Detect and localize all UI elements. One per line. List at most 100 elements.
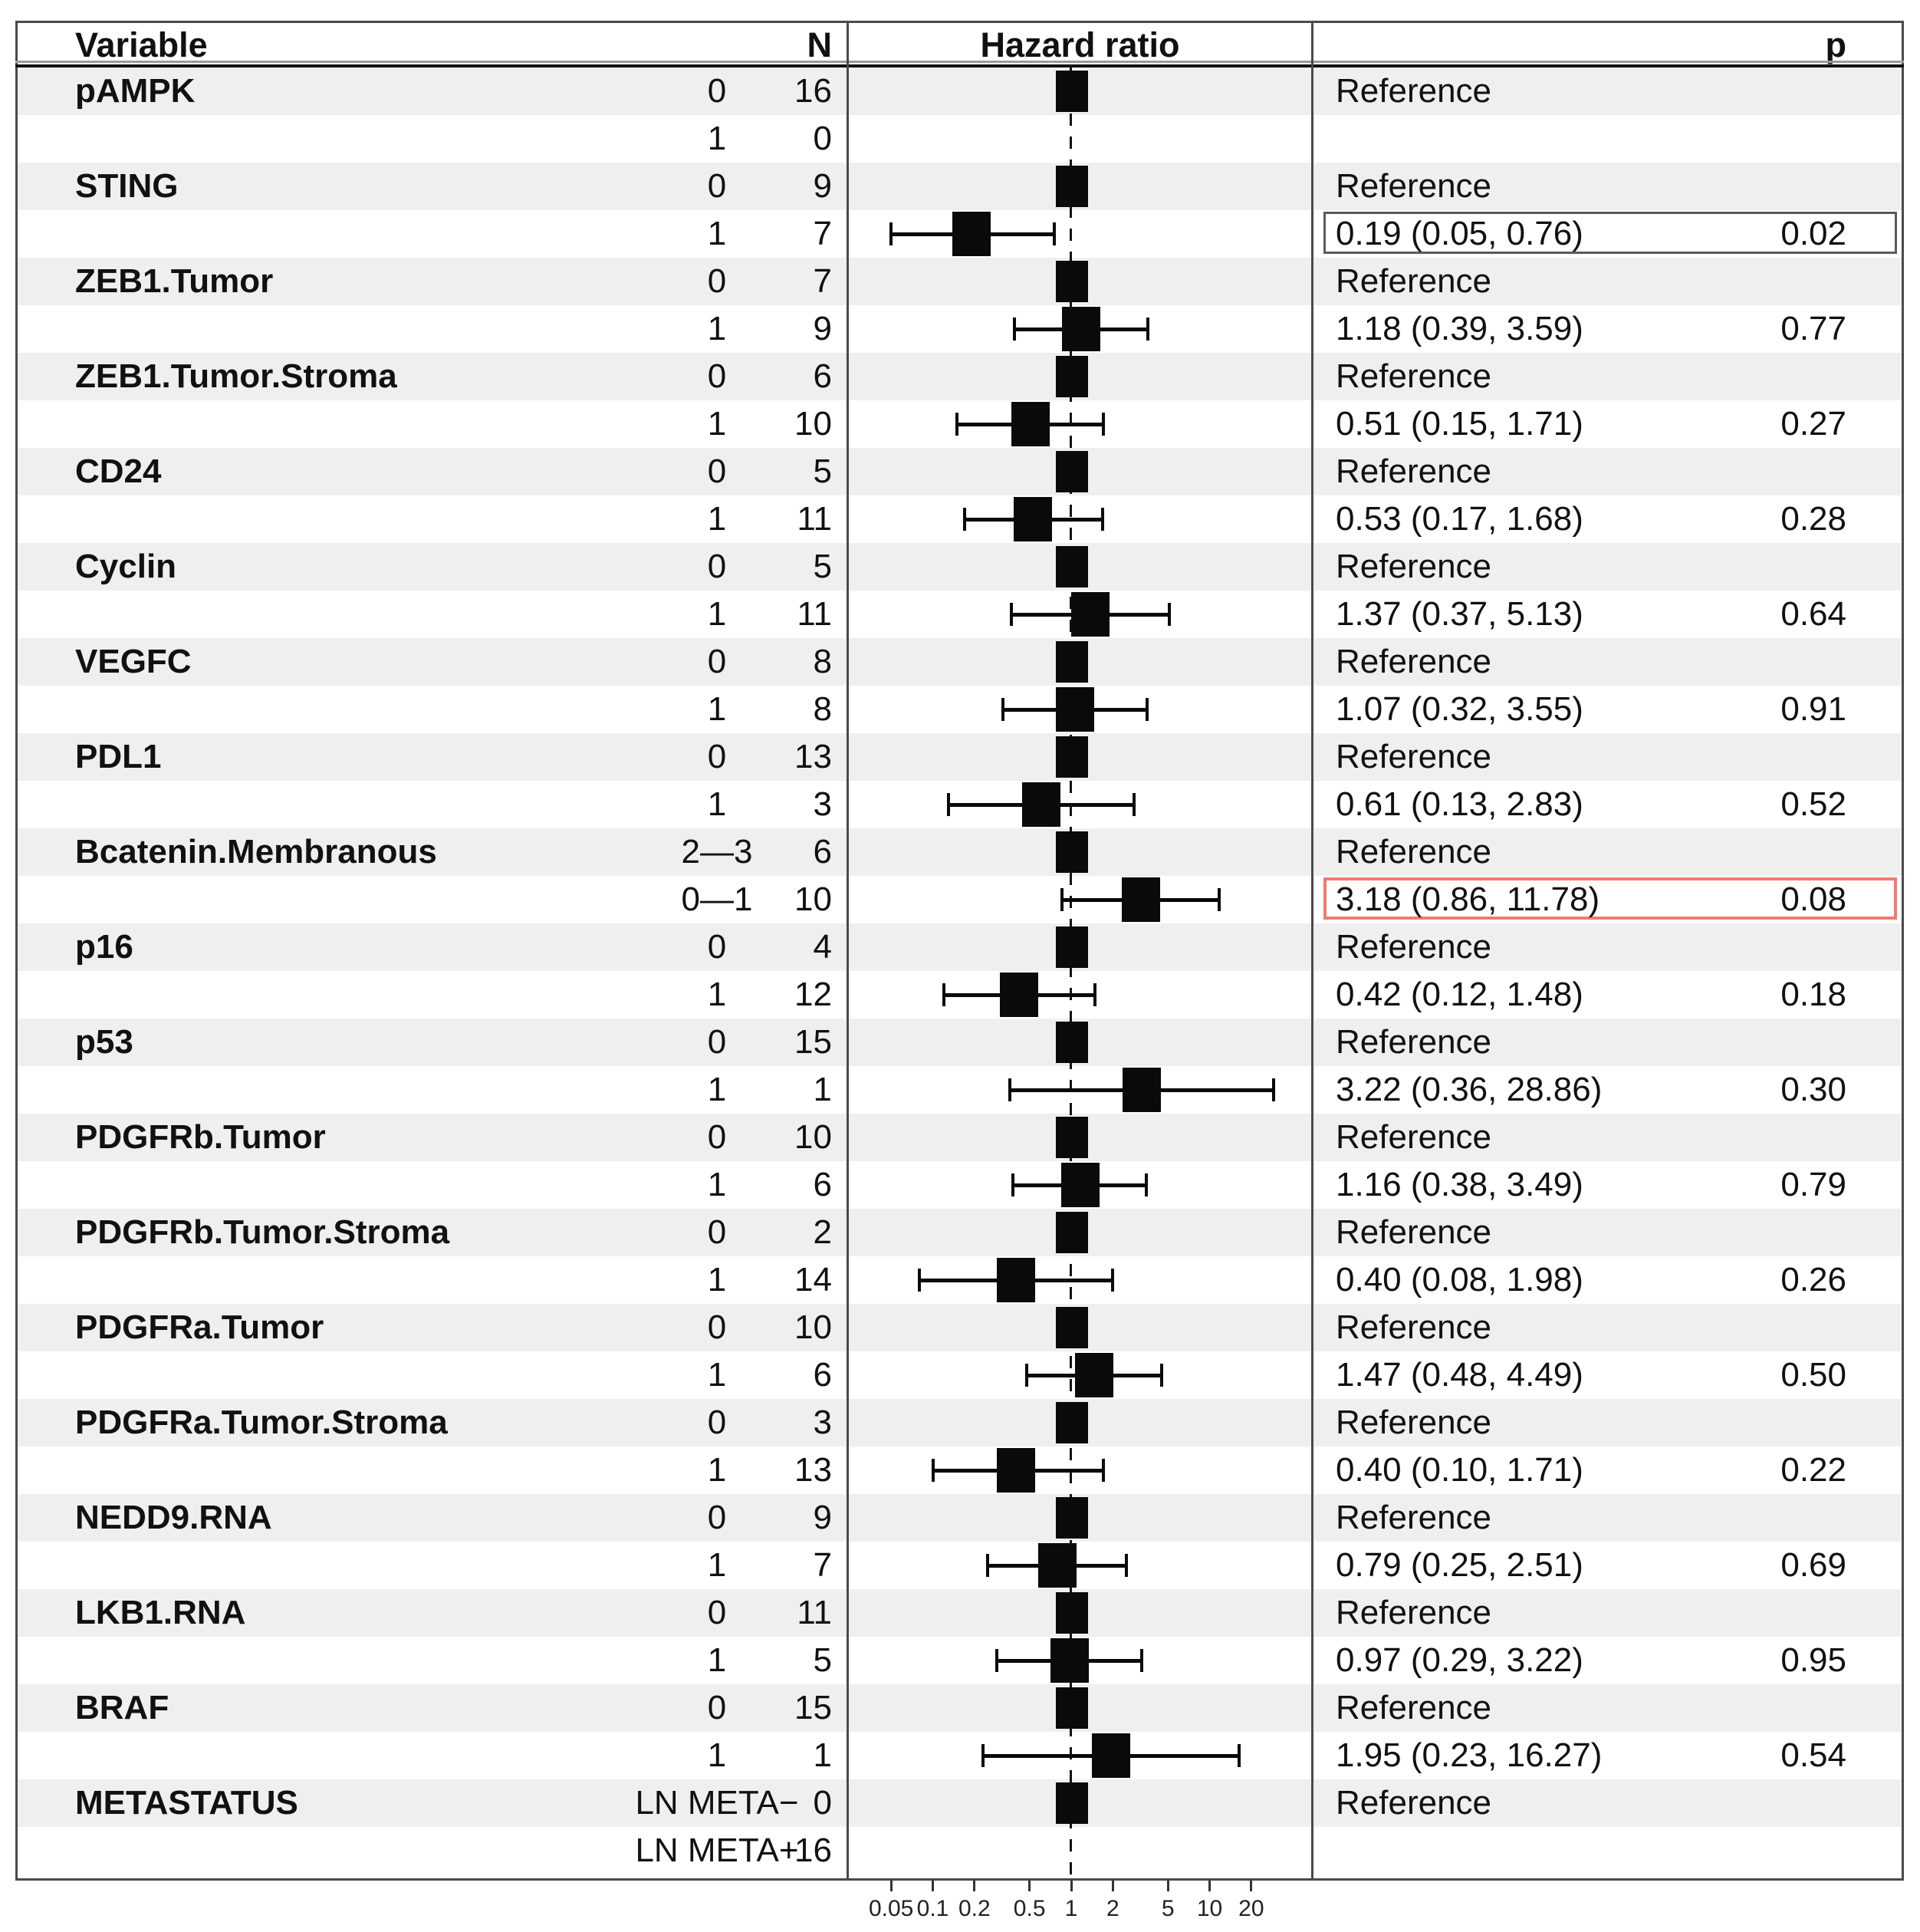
row-stripe [18, 1114, 1902, 1161]
axis-tick [1070, 1878, 1073, 1891]
row-stripe [18, 733, 1902, 781]
axis-tick-label: 0.05 [868, 1896, 914, 1921]
ci-cap-right [1100, 508, 1104, 531]
hr-reference-marker [1056, 451, 1088, 492]
variable-label: LKB1.RNA [75, 1594, 246, 1631]
level-label: 0 [707, 928, 727, 966]
p-value: 0.22 [1780, 1451, 1846, 1489]
variable-label: PDL1 [75, 738, 162, 775]
row-stripe [18, 828, 1902, 876]
hr-reference-marker [1056, 1212, 1088, 1253]
estimate-label: 1.07 (0.32, 3.55) [1336, 690, 1583, 728]
hr-reference-marker [1056, 831, 1088, 873]
n-value: 3 [813, 1404, 832, 1441]
column-header-n: N [807, 25, 833, 64]
row-stripe [18, 1304, 1902, 1351]
level-label: 0—1 [681, 880, 753, 918]
level-label: 0 [707, 1118, 727, 1156]
estimate-label: 1.95 (0.23, 16.27) [1336, 1736, 1603, 1774]
axis-tick [1250, 1878, 1253, 1891]
variable-label: STING [75, 167, 179, 205]
axis-tick [1028, 1878, 1031, 1891]
ci-cap-right [1110, 1269, 1114, 1292]
hr-point-marker [997, 1448, 1036, 1493]
hr-point-marker [999, 973, 1038, 1017]
estimate-label: 0.40 (0.08, 1.98) [1336, 1261, 1583, 1298]
n-value: 5 [813, 1641, 832, 1679]
ci-cap-left [981, 1744, 985, 1767]
n-value: 0 [813, 1784, 832, 1822]
level-label: 1 [707, 1261, 727, 1298]
hr-reference-marker [1056, 546, 1088, 587]
p-value: 0.54 [1780, 1736, 1846, 1774]
level-label: 1 [707, 690, 727, 728]
ci-cap-left [986, 1554, 990, 1577]
header-rule-thick [15, 64, 1904, 67]
n-value: 10 [794, 1118, 832, 1156]
column-header-hazard-ratio: Hazard ratio [980, 25, 1180, 64]
reference-label: Reference [1336, 738, 1492, 775]
hr-point-marker [1092, 1733, 1131, 1778]
level-label: 0 [707, 1404, 727, 1441]
level-label: LN META− [635, 1784, 799, 1822]
axis-tick-label: 2 [1106, 1896, 1119, 1921]
ci-cap-left [963, 508, 967, 531]
hr-point-marker [1121, 877, 1160, 922]
hr-point-marker [1056, 687, 1095, 732]
hr-reference-marker [1056, 1687, 1088, 1729]
reference-label: Reference [1336, 1404, 1492, 1441]
level-label: 1 [707, 405, 727, 443]
n-value: 11 [797, 1594, 832, 1631]
reference-label: Reference [1336, 72, 1492, 110]
column-header-variable: Variable [75, 25, 208, 64]
hr-point-marker [1061, 307, 1100, 351]
row-stripe [18, 1779, 1902, 1827]
reference-label: Reference [1336, 167, 1492, 205]
p-value: 0.02 [1780, 215, 1846, 252]
ci-cap-left [1010, 603, 1014, 626]
reference-label: Reference [1336, 1118, 1492, 1156]
hr-reference-marker [1056, 71, 1088, 112]
ci-cap-left [1025, 1364, 1029, 1387]
p-value: 0.30 [1780, 1071, 1846, 1108]
ci-cap-left [918, 1269, 921, 1292]
row-stripe [18, 163, 1902, 210]
header-rule-thin [15, 61, 1904, 63]
hr-reference-marker [1056, 1022, 1088, 1063]
hr-reference-marker [1056, 927, 1088, 968]
axis-tick [889, 1878, 893, 1891]
n-value: 10 [794, 880, 832, 918]
hr-reference-marker [1056, 641, 1088, 683]
estimate-label: 0.40 (0.10, 1.71) [1336, 1451, 1583, 1489]
variable-label: PDGFRb.Tumor [75, 1118, 326, 1156]
hr-point-marker [1022, 782, 1061, 827]
n-value: 11 [797, 595, 832, 633]
reference-label: Reference [1336, 1499, 1492, 1536]
variable-label: BRAF [75, 1689, 169, 1726]
row-stripe [18, 258, 1902, 305]
hr-reference-marker [1056, 261, 1088, 302]
p-value: 0.08 [1780, 880, 1846, 918]
n-value: 9 [813, 167, 832, 205]
ci-cap-left [1001, 698, 1004, 721]
ci-cap-right [1146, 318, 1150, 341]
ci-cap-right [1139, 1649, 1143, 1672]
estimate-label: 0.19 (0.05, 0.76) [1336, 215, 1583, 252]
ci-cap-left [995, 1649, 998, 1672]
divider-n-plot [847, 21, 849, 1881]
variable-label: ZEB1.Tumor.Stroma [75, 357, 397, 395]
reference-label: Reference [1336, 453, 1492, 490]
axis-tick-label: 0.2 [958, 1896, 991, 1921]
variable-label: PDGFRa.Tumor [75, 1308, 324, 1346]
reference-label: Reference [1336, 928, 1492, 966]
estimate-label: 1.37 (0.37, 5.13) [1336, 595, 1583, 633]
level-label: 1 [707, 1451, 727, 1489]
level-label: 0 [707, 1308, 727, 1346]
n-value: 7 [813, 262, 832, 300]
ci-cap-right [1159, 1364, 1163, 1387]
hr-reference-marker [1056, 1497, 1088, 1539]
level-label: 1 [707, 120, 727, 157]
n-value: 9 [813, 1499, 832, 1536]
variable-label: CD24 [75, 453, 162, 490]
